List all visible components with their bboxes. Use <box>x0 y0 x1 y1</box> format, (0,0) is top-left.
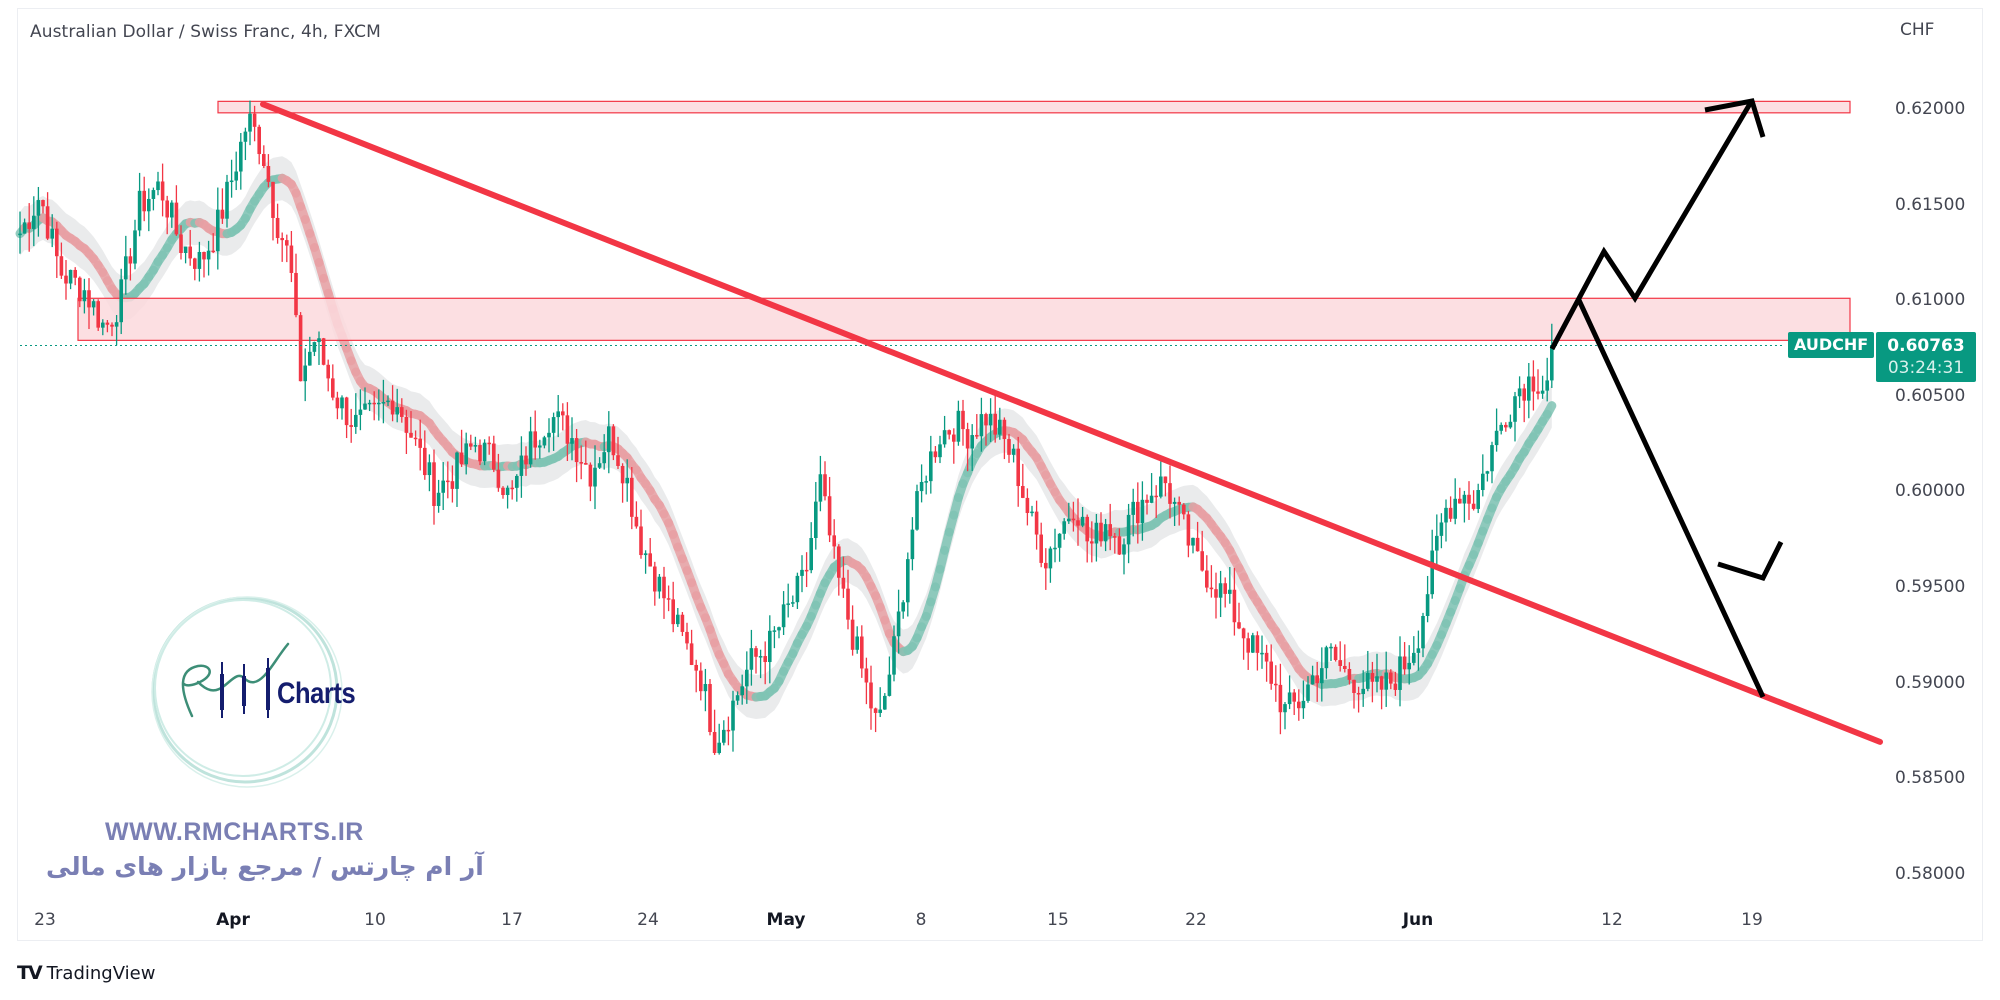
rmcharts-logo-icon <box>151 596 343 788</box>
last-price: 0.60763 <box>1887 336 1965 356</box>
price-tick: 0.62000 <box>1895 99 1966 119</box>
time-tick: 12 <box>1601 910 1623 930</box>
time-tick: Jun <box>1402 910 1434 930</box>
bar-countdown: 03:24:31 <box>1887 358 1965 378</box>
descending-trendline[interactable] <box>260 101 1883 745</box>
logo-wordmark: Charts <box>277 677 356 710</box>
price-tick: 0.61000 <box>1895 290 1966 311</box>
time-tick: 15 <box>1047 910 1069 930</box>
price-tick: 0.60000 <box>1895 481 1966 502</box>
chart-title: Australian Dollar / Swiss Franc, 4h, FXC… <box>30 22 381 42</box>
price-tick: 0.59000 <box>1895 672 1966 693</box>
arrowhead-down-icon <box>1717 540 1784 582</box>
last-price-badge: 0.60763 03:24:31 <box>1876 332 1976 382</box>
candles <box>18 100 1554 755</box>
currency-label: CHF <box>1900 20 1935 40</box>
time-tick: May <box>766 910 806 930</box>
price-tick: 0.60500 <box>1895 385 1966 406</box>
tradingview-brand[interactable]: TV TradingView <box>17 962 155 984</box>
price-tick: 0.59500 <box>1895 577 1966 597</box>
price-tick: 0.58500 <box>1895 768 1966 789</box>
price-tick: 0.61500 <box>1895 194 1966 215</box>
time-tick: 8 <box>915 910 927 930</box>
bullish-projection-arrow[interactable] <box>1549 99 1755 351</box>
arrowhead-up-icon <box>1704 98 1766 138</box>
symbol-badge: AUDCHF <box>1788 332 1875 358</box>
bearish-projection-arrow[interactable] <box>1576 299 1766 698</box>
resistance-zone-top[interactable] <box>217 100 1851 114</box>
time-tick: 19 <box>1741 910 1763 930</box>
time-tick: 24 <box>637 910 659 930</box>
tagline-watermark: آر ام چارتس / مرجع بازار های مالی <box>46 852 484 881</box>
time-tick: 22 <box>1185 910 1207 930</box>
tradingview-logo-icon: TV <box>17 962 43 984</box>
top-strip <box>0 0 2000 6</box>
time-tick: 23 <box>34 910 56 930</box>
chart-frame[interactable] <box>17 8 1983 941</box>
tradingview-label: TradingView <box>46 962 156 984</box>
resistance-zone-mid[interactable] <box>77 297 1851 341</box>
time-tick: 17 <box>501 910 523 930</box>
price-tick: 0.58000 <box>1895 863 1966 884</box>
website-watermark: WWW.RMCHARTS.IR <box>105 818 364 846</box>
time-tick: 10 <box>364 910 386 930</box>
time-tick: Apr <box>216 910 250 930</box>
